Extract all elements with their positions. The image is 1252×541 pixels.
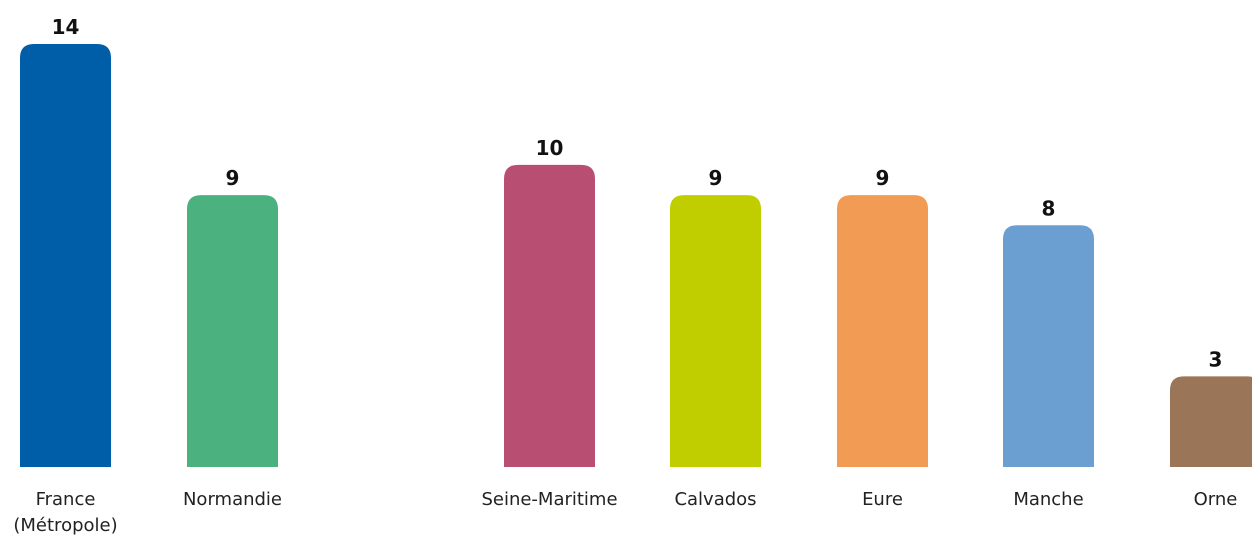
bars-layer (20, 44, 1252, 468)
category-label-calvados: Calvados (674, 489, 756, 510)
category-label-eure: Eure (862, 489, 903, 510)
value-label-eure: 9 (876, 166, 890, 190)
category-labels-layer: France (Métropole) Normandie Seine-Maritime… (13, 489, 1237, 536)
value-label-normandie: 9 (226, 166, 240, 190)
category-label-orne: Orne (1194, 489, 1238, 510)
value-label-calvados: 9 (709, 166, 723, 190)
value-label-seine-maritime: 10 (536, 136, 564, 160)
category-label-normandie: Normandie (183, 489, 282, 510)
bar-eure (837, 195, 928, 468)
bar-calvados (670, 195, 761, 468)
value-label-manche: 8 (1042, 196, 1056, 220)
bar-seine-maritime (504, 164, 595, 467)
value-label-orne: 3 (1209, 347, 1223, 371)
category-label-manche: Manche (1013, 489, 1083, 510)
value-labels-layer: 14 9 10 9 9 8 3 (52, 15, 1223, 371)
bar-normandie (187, 195, 278, 468)
category-label-seine-maritime: Seine-Maritime (481, 489, 617, 510)
category-label-france-metropole: France (Métropole) (13, 489, 117, 536)
bar-orne (1170, 376, 1252, 467)
value-label-france-metropole: 14 (52, 15, 80, 39)
bar-france-metropole (20, 44, 111, 467)
bar-manche (1003, 225, 1094, 467)
